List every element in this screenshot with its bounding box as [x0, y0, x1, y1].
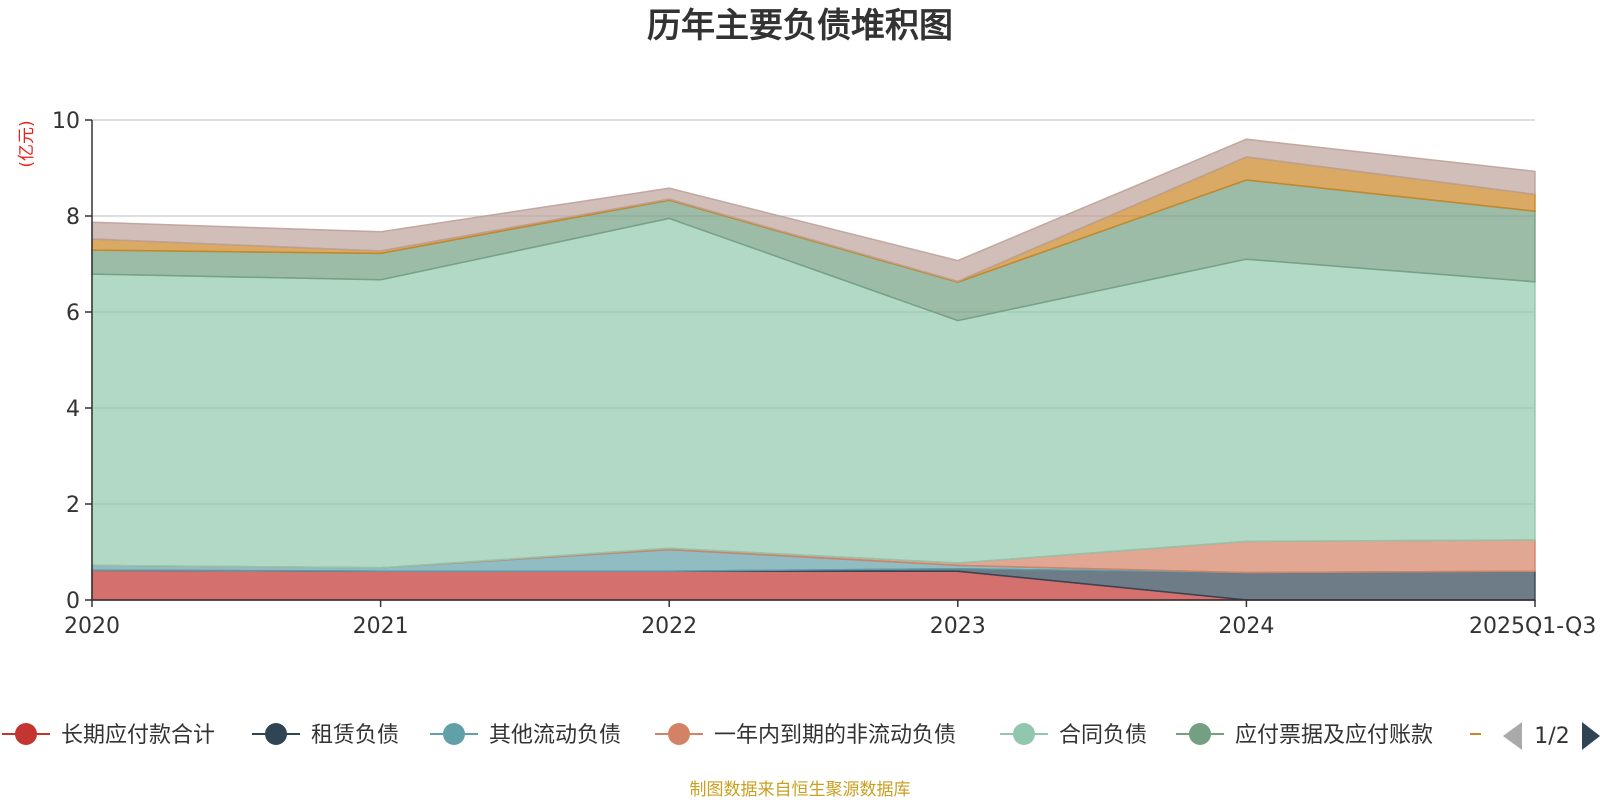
legend-dot-icon: [1189, 723, 1211, 745]
legend-label: 其他流动负债: [489, 723, 621, 748]
area-series-7: [91, 138, 1536, 283]
chart-title: 历年主要负债堆积图: [647, 6, 953, 46]
legend-dot-icon: [443, 723, 465, 745]
legend-item-4[interactable]: 合同负债: [1000, 723, 1147, 748]
legend-dot-icon: [668, 723, 690, 745]
legend-label: 租赁负债: [311, 723, 399, 748]
y-tick-label: 0: [66, 589, 80, 614]
x-tick-label: 2021: [353, 614, 409, 639]
y-tick-label: 2: [66, 493, 80, 518]
x-tick-label: 2024: [1218, 614, 1274, 639]
y-tick-label: 10: [52, 109, 80, 134]
y-axis-unit-label: (亿元): [17, 120, 37, 167]
triangle-right-icon[interactable]: [1582, 722, 1600, 750]
legend-page-indicator: 1/2: [1534, 724, 1569, 749]
legend-label: 一年内到期的非流动负债: [714, 723, 956, 748]
stacked-areas: [91, 138, 1536, 601]
legend-label: 合同负债: [1059, 723, 1147, 748]
triangle-left-icon[interactable]: [1503, 722, 1522, 750]
y-tick-label: 8: [66, 205, 80, 230]
y-tick-label: 6: [66, 301, 80, 326]
y-tick-label: 4: [66, 397, 80, 422]
legend-dot-icon: [15, 723, 37, 745]
x-tick-label: 2023: [930, 614, 986, 639]
legend-dot-icon: [1013, 723, 1035, 745]
axes: 0 2 4 6 8 10 2020 2021 2022 2023 2024 2025Q1-Q3: [52, 109, 1596, 639]
legend-item-2[interactable]: 其他流动负债: [430, 723, 621, 748]
x-tick-label: 2025Q1-Q3: [1469, 614, 1596, 639]
legend-item-3[interactable]: 一年内到期的非流动负债: [655, 723, 956, 748]
legend: 长期应付款合计 租赁负债 其他流动负债 一年内到期的非流动负债 合同负债 应付票据及应付账…: [2, 722, 1600, 750]
x-tick-label: 2022: [641, 614, 697, 639]
x-tick-label: 2020: [64, 614, 120, 639]
legend-item-5[interactable]: 应付票据及应付账款: [1176, 723, 1433, 748]
legend-dot-icon: [265, 723, 287, 745]
legend-label: 长期应付款合计: [61, 723, 215, 748]
legend-item-1[interactable]: 租赁负债: [252, 723, 399, 748]
data-source-note: 制图数据来自恒生聚源数据库: [690, 780, 911, 800]
legend-item-0[interactable]: 长期应付款合计: [2, 723, 215, 748]
legend-label: 应付票据及应付账款: [1235, 723, 1433, 748]
